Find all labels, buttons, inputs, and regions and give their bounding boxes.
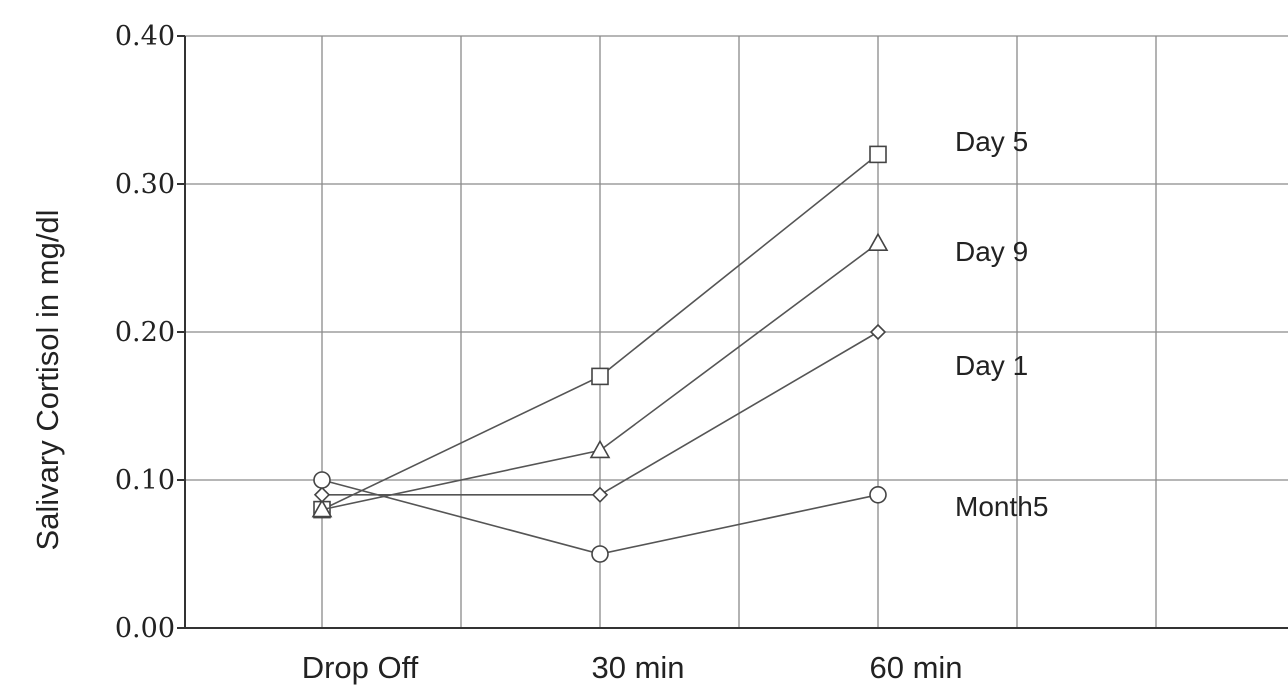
square-marker bbox=[869, 145, 887, 164]
y-tick-label: 0.40 bbox=[115, 21, 175, 52]
circle-marker bbox=[869, 485, 887, 504]
series-label: Day 5 bbox=[955, 126, 1028, 157]
x-tick-label: Drop Off bbox=[302, 650, 419, 685]
diamond-marker bbox=[591, 486, 609, 503]
x-tick-label: 30 min bbox=[591, 650, 684, 685]
y-tick-label: 0.20 bbox=[115, 317, 175, 348]
diamond-marker bbox=[869, 323, 887, 341]
y-tick-label: 0.00 bbox=[115, 613, 175, 644]
y-axis-title: Salivary Cortisol in mg/dl bbox=[30, 209, 65, 550]
series-group bbox=[311, 145, 889, 563]
diamond-marker bbox=[313, 486, 331, 503]
square-marker bbox=[591, 367, 609, 386]
grid bbox=[185, 35, 1288, 628]
y-tick-labels: 0.00 0.10 0.20 0.30 0.40 bbox=[115, 21, 175, 644]
series-label: Day 9 bbox=[955, 236, 1028, 267]
circle-marker bbox=[591, 545, 609, 563]
axes bbox=[177, 35, 1288, 629]
series-labels: Day 5 Day 9 Day 1 Month5 bbox=[955, 126, 1048, 522]
triangle-marker bbox=[867, 232, 889, 251]
series-label: Day 1 bbox=[955, 350, 1028, 381]
y-tick-label: 0.10 bbox=[115, 465, 175, 496]
circle-marker bbox=[313, 471, 331, 489]
x-tick-labels: Drop Off 30 min 60 min bbox=[302, 650, 963, 685]
x-tick-label: 60 min bbox=[869, 650, 962, 685]
triangle-marker bbox=[311, 498, 333, 518]
triangle-marker bbox=[589, 439, 611, 459]
y-tick-label: 0.30 bbox=[115, 169, 175, 200]
series-label: Month5 bbox=[955, 491, 1048, 522]
